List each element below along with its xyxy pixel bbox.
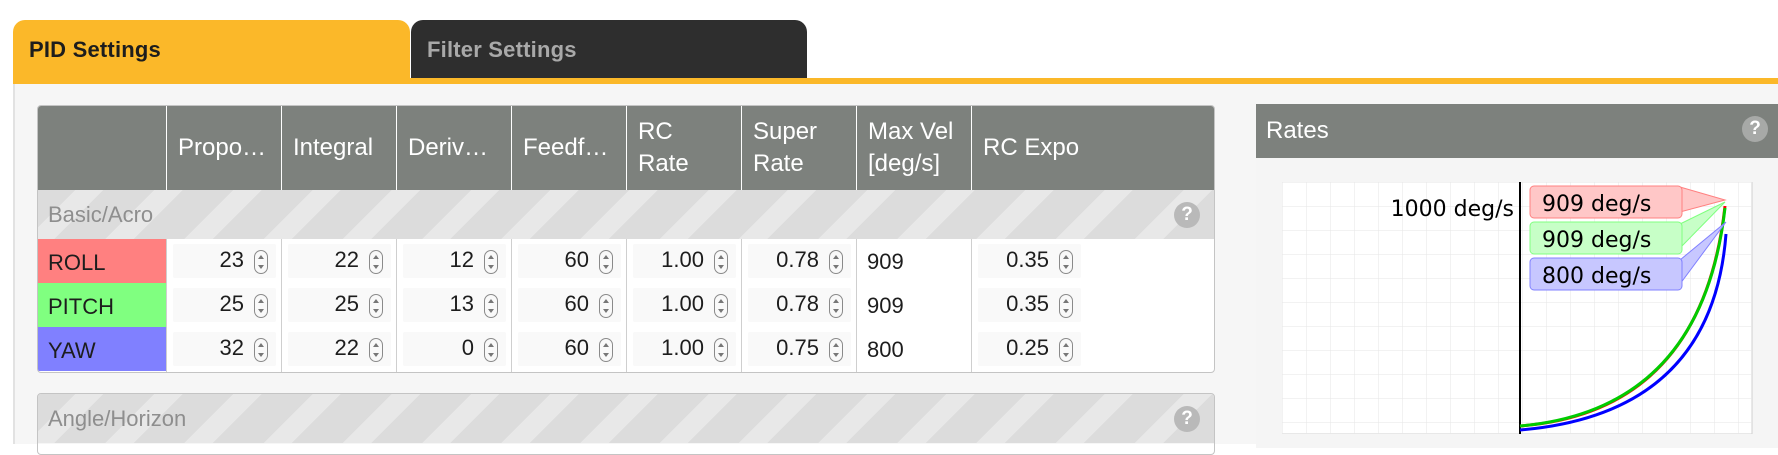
roll-ff-input[interactable]: 60: [518, 244, 621, 278]
column-divider: [281, 239, 282, 372]
spinner-icon[interactable]: [254, 250, 268, 274]
spinner-icon[interactable]: [829, 250, 843, 274]
tab-label: PID Settings: [29, 36, 161, 62]
yaw-super-rate-input[interactable]: 0.75: [748, 332, 851, 366]
column-divider: [626, 239, 627, 372]
spinner-icon[interactable]: [714, 294, 728, 318]
pitch-i-input[interactable]: 25: [288, 288, 391, 322]
spinner-icon[interactable]: [369, 250, 383, 274]
tab-filter-settings[interactable]: Filter Settings: [411, 20, 807, 79]
header-rc-rate: RC Rate: [626, 106, 741, 190]
section-angle-horizon: Angle/Horizon ?: [38, 394, 1214, 443]
table-row-yaw: YAW 32 22 0 60 1.00 0.75 800 0.25: [38, 327, 1214, 371]
header-proportional: Proport...: [166, 106, 281, 190]
spinner-icon[interactable]: [484, 294, 498, 318]
spinner-icon[interactable]: [1059, 250, 1073, 274]
graph-max-label: 1000 deg/s: [1391, 197, 1514, 222]
spinner-icon[interactable]: [829, 338, 843, 362]
spinner-icon[interactable]: [1059, 294, 1073, 318]
yaw-d-input[interactable]: 0: [403, 332, 506, 366]
yaw-p-input[interactable]: 32: [173, 332, 276, 366]
pitch-d-input[interactable]: 13: [403, 288, 506, 322]
yaw-rc-rate-input[interactable]: 1.00: [633, 332, 736, 366]
roll-rc-expo-input[interactable]: 0.35: [978, 244, 1081, 278]
roll-super-rate-input[interactable]: 0.78: [748, 244, 851, 278]
header-feedforward: Feedfor...: [511, 106, 626, 190]
table-row-roll: ROLL 23 22 12 60 1.00 0.78 909 0.35: [38, 239, 1214, 283]
spinner-icon[interactable]: [369, 294, 383, 318]
spinner-icon[interactable]: [599, 250, 613, 274]
rates-title: Rates: [1266, 117, 1329, 144]
spinner-icon[interactable]: [369, 338, 383, 362]
header-axis: [38, 106, 166, 190]
axis-label-yaw: YAW: [38, 327, 166, 371]
yaw-rate-curve: [1519, 233, 1728, 432]
column-divider: [166, 239, 167, 372]
pitch-rate-label: 909 deg/s: [1542, 228, 1651, 253]
roll-max-vel: 909: [867, 249, 904, 274]
pitch-ff-input[interactable]: 60: [518, 288, 621, 322]
help-icon[interactable]: ?: [1742, 116, 1768, 142]
pitch-p-input[interactable]: 25: [173, 288, 276, 322]
header-derivative: Derivati...: [396, 106, 511, 190]
section-title: Angle/Horizon: [48, 405, 187, 431]
pitch-rate-curve: [1519, 207, 1727, 428]
help-icon[interactable]: ?: [1174, 202, 1200, 228]
roll-rc-rate-input[interactable]: 1.00: [633, 244, 736, 278]
spinner-icon[interactable]: [599, 294, 613, 318]
pid-table: Proport... Integral Derivati... Feedfor.…: [37, 105, 1215, 373]
header-super-rate: Super Rate: [741, 106, 856, 190]
tab-underline: [13, 78, 1778, 84]
yaw-rc-expo-input[interactable]: 0.25: [978, 332, 1081, 366]
axis-label-pitch: PITCH: [38, 283, 166, 327]
header-max-vel: Max Vel [deg/s]: [856, 106, 971, 190]
spinner-icon[interactable]: [1059, 338, 1073, 362]
rates-header: Rates ?: [1256, 104, 1778, 158]
section-title: Basic/Acro: [48, 201, 154, 227]
roll-d-input[interactable]: 12: [403, 244, 506, 278]
pitch-rc-expo-input[interactable]: 0.35: [978, 288, 1081, 322]
pitch-rc-rate-input[interactable]: 1.00: [633, 288, 736, 322]
spinner-icon[interactable]: [484, 250, 498, 274]
angle-horizon-table: Angle/Horizon ?: [37, 393, 1215, 455]
yaw-ff-input[interactable]: 60: [518, 332, 621, 366]
column-divider: [856, 239, 857, 372]
column-divider: [396, 239, 397, 372]
tab-pid-settings[interactable]: PID Settings: [13, 20, 410, 79]
spinner-icon[interactable]: [254, 294, 268, 318]
column-divider: [741, 239, 742, 372]
yaw-max-vel: 800: [867, 337, 904, 362]
help-icon[interactable]: ?: [1174, 406, 1200, 432]
yaw-i-input[interactable]: 22: [288, 332, 391, 366]
spinner-icon[interactable]: [484, 338, 498, 362]
column-divider: [511, 239, 512, 372]
spinner-icon[interactable]: [714, 338, 728, 362]
section-basic-acro: Basic/Acro ?: [38, 190, 1214, 239]
spinner-icon[interactable]: [254, 338, 268, 362]
column-divider: [971, 239, 972, 372]
yaw-rate-callout: [1529, 257, 1683, 291]
header-rc-expo: RC Expo: [971, 106, 1214, 190]
rates-graph: 1000 deg/s 909 deg/s 909 deg/s 800 deg/s: [1282, 182, 1753, 434]
axis-label-roll: ROLL: [38, 239, 166, 283]
pitch-max-vel: 909: [867, 293, 904, 318]
spinner-icon[interactable]: [829, 294, 843, 318]
pid-table-header: Proport... Integral Derivati... Feedfor.…: [38, 106, 1214, 190]
tab-label: Filter Settings: [427, 36, 577, 62]
header-integral: Integral: [281, 106, 396, 190]
roll-rate-label: 909 deg/s: [1542, 192, 1651, 217]
pitch-rate-callout: [1529, 221, 1683, 255]
graph-grid: [1282, 182, 1752, 434]
spinner-icon[interactable]: [599, 338, 613, 362]
yaw-rate-label: 800 deg/s: [1542, 264, 1651, 289]
roll-i-input[interactable]: 22: [288, 244, 391, 278]
table-row-pitch: PITCH 25 25 13 60 1.00 0.78 909 0.35: [38, 283, 1214, 327]
roll-rate-callout: [1529, 185, 1683, 219]
pitch-super-rate-input[interactable]: 0.78: [748, 288, 851, 322]
spinner-icon[interactable]: [714, 250, 728, 274]
roll-p-input[interactable]: 23: [173, 244, 276, 278]
